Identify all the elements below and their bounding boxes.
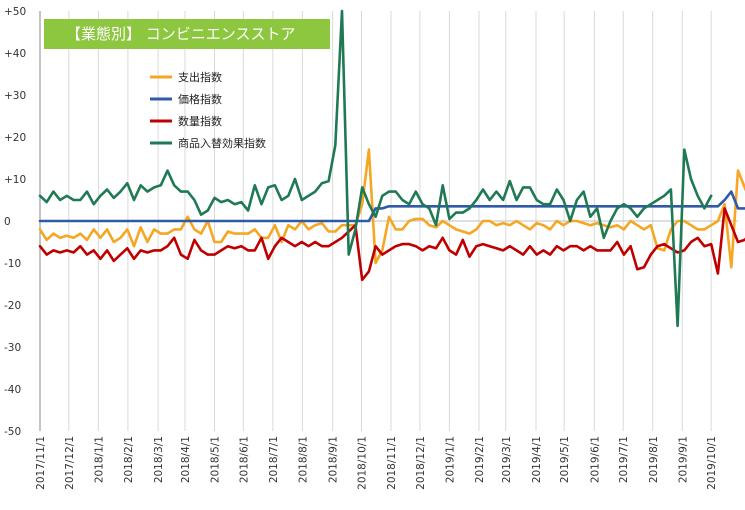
x-tick-label: 2018/11/1 — [386, 436, 398, 490]
legend-item: 数量指数 — [150, 114, 222, 128]
y-tick-label: +10 — [4, 174, 26, 186]
series-lines — [38, 9, 745, 328]
x-tick-label: 2018/10/1 — [356, 436, 368, 490]
y-tick-label: -20 — [4, 300, 21, 312]
x-tick-label: 2018/8/1 — [297, 436, 309, 483]
legend-label: 商品入替効果指数 — [178, 136, 266, 150]
x-tick-label: 2019/9/1 — [677, 436, 689, 483]
x-tick-label: 2018/12/1 — [415, 436, 427, 490]
y-tick-label: +20 — [4, 132, 26, 144]
series-line-3 — [38, 9, 713, 328]
series-line-0 — [38, 148, 745, 269]
x-tick-label: 2019/1/1 — [444, 436, 456, 483]
x-tick-label: 2018/3/1 — [153, 436, 165, 483]
x-tick-label: 2019/2/1 — [474, 436, 486, 483]
series-line-2 — [38, 207, 745, 282]
chart-title-box: 【業態別】 コンビニエンスストア — [44, 19, 330, 49]
legend-label: 価格指数 — [178, 92, 222, 106]
x-tick-label: 2017/11/1 — [35, 436, 47, 490]
x-tick-labels: 2017/11/1 2017/12/1 2018/1/1 2018/2/1 2018/3… — [35, 436, 718, 490]
x-tick-label: 2018/6/1 — [238, 436, 250, 483]
x-tick-label: 2018/1/1 — [93, 436, 105, 483]
x-tick-label: 2019/10/1 — [706, 436, 718, 490]
legend-item: 価格指数 — [150, 92, 222, 106]
x-tick-label: 2018/5/1 — [210, 436, 222, 483]
y-tick-label: -40 — [4, 384, 21, 396]
x-tick-label: 2018/7/1 — [268, 436, 280, 483]
series-line-1 — [38, 190, 745, 223]
title-background — [44, 19, 330, 49]
x-tick-label: 2019/3/1 — [501, 436, 513, 483]
y-tick-label: -30 — [4, 342, 21, 354]
legend-item: 商品入替効果指数 — [150, 136, 266, 150]
x-tick-label: 2019/6/1 — [589, 436, 601, 483]
y-tick-label: +30 — [4, 90, 26, 102]
y-tick-label: +40 — [4, 48, 26, 60]
y-tick-label: -10 — [4, 258, 21, 270]
x-tick-label: 2019/8/1 — [648, 436, 660, 483]
x-tick-label: 2018/9/1 — [328, 436, 340, 483]
legend-item: 支出指数 — [150, 70, 222, 84]
y-tick-label: +50 — [4, 6, 26, 18]
x-tick-label: 2019/5/1 — [559, 436, 571, 483]
x-tick-label: 2018/2/1 — [123, 436, 135, 483]
x-tick-label: 2019/4/1 — [531, 436, 543, 483]
legend-label: 数量指数 — [178, 114, 222, 128]
y-tick-label: 0 — [4, 216, 11, 228]
legend-label: 支出指数 — [178, 70, 222, 84]
x-tick-label: 2018/4/1 — [180, 436, 192, 483]
x-tick-label: 2017/12/1 — [64, 436, 76, 490]
chart-title: 【業態別】 コンビニエンスストア — [66, 25, 295, 43]
y-tick-labels: +50 +40 +30 +20 +10 0 -10 -20 -30 -40 -50 — [4, 6, 26, 438]
x-tick-label: 2019/7/1 — [618, 436, 630, 483]
y-tick-label: -50 — [4, 426, 21, 438]
